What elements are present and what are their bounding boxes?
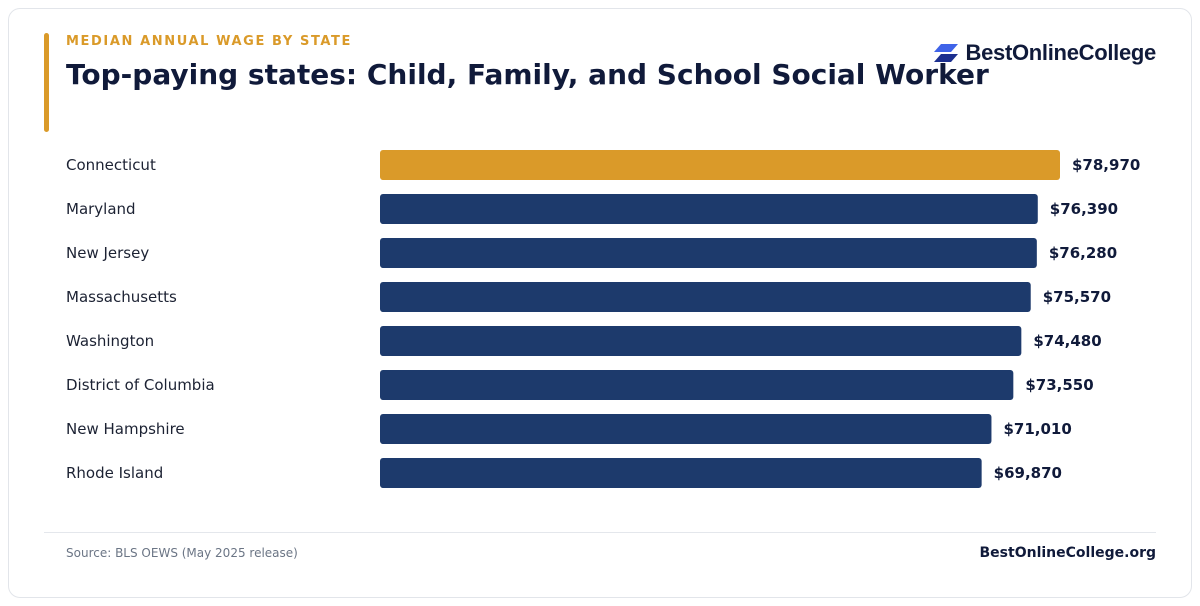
value-label: $74,480 [1033, 332, 1101, 350]
value-label: $78,970 [1072, 156, 1140, 174]
category-label: New Hampshire [66, 420, 185, 438]
bar [380, 370, 1014, 400]
source-note: Source: BLS OEWS (May 2025 release) [66, 546, 298, 560]
bar [380, 282, 1031, 312]
value-label: $76,280 [1049, 244, 1117, 262]
bar [380, 238, 1037, 268]
bar [380, 194, 1038, 224]
parallelogram-logo-icon [933, 44, 958, 62]
bar [380, 150, 1060, 180]
bar [380, 326, 1022, 356]
category-label: Rhode Island [66, 464, 163, 482]
value-label: $75,570 [1043, 288, 1111, 306]
bar-chart: Connecticut $78,970 Maryland $76,390 New Jer… [66, 150, 1140, 488]
accent-bar [44, 33, 49, 132]
brand-name: BestOnlineCollege [965, 40, 1157, 65]
category-label: Washington [66, 332, 154, 350]
bar [380, 458, 982, 488]
value-label: $69,870 [994, 464, 1062, 482]
footer-divider [44, 532, 1156, 533]
category-label: Connecticut [66, 156, 156, 174]
category-label: Maryland [66, 200, 136, 218]
chart-eyebrow: MEDIAN ANNUAL WAGE BY STATE [66, 34, 353, 49]
chart-title: Top-paying states: Child, Family, and Sc… [66, 58, 989, 91]
bar [380, 414, 992, 444]
value-label: $73,550 [1025, 376, 1093, 394]
value-label: $71,010 [1003, 420, 1071, 438]
category-label: District of Columbia [66, 376, 215, 394]
category-label: Massachusetts [66, 288, 177, 306]
site-link[interactable]: BestOnlineCollege.org [979, 545, 1156, 561]
brand-logo: BestOnlineCollege [933, 40, 1157, 66]
category-label: New Jersey [66, 244, 149, 262]
value-label: $76,390 [1050, 200, 1118, 218]
